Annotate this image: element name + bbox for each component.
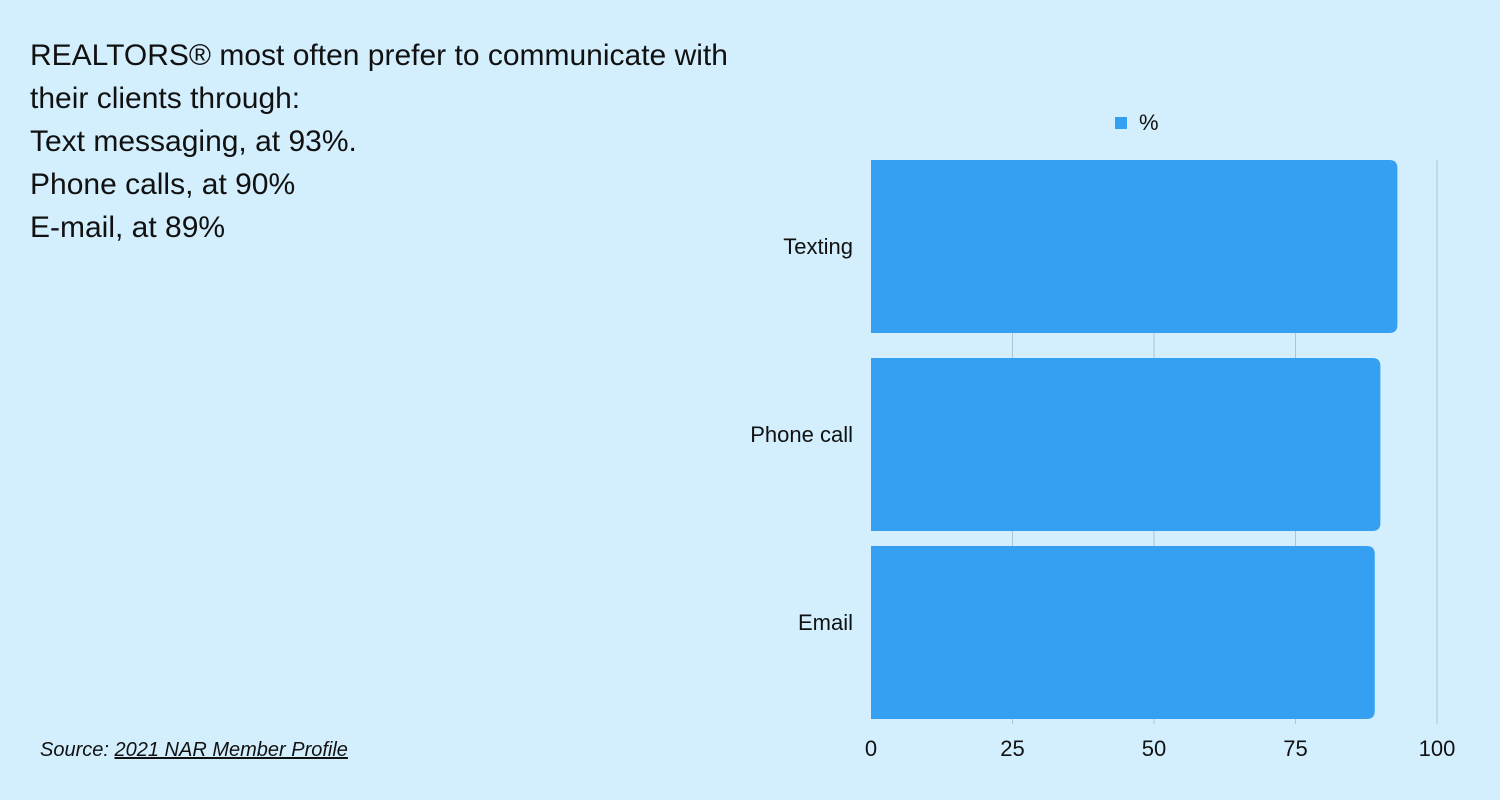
bar xyxy=(871,160,1398,333)
y-tick-label: Texting xyxy=(783,234,853,259)
headline: REALTORS® most often prefer to communica… xyxy=(30,34,728,249)
x-tick-label: 100 xyxy=(1419,736,1456,761)
y-tick-label: Phone call xyxy=(750,422,853,447)
bar xyxy=(871,546,1375,719)
source-prefix: Source: xyxy=(40,739,109,761)
headline-line: REALTORS® most often prefer to communica… xyxy=(30,39,728,72)
headline-line: Text messaging, at 93%. xyxy=(30,125,357,158)
legend-label: % xyxy=(1139,110,1159,135)
headline-line: E-mail, at 89% xyxy=(30,211,226,244)
legend-swatch xyxy=(1115,117,1127,129)
headline-line: their clients through: xyxy=(30,82,301,115)
source: Source: 2021 NAR Member Profile xyxy=(40,739,348,762)
x-tick-label: 50 xyxy=(1142,736,1166,761)
x-tick-label: 0 xyxy=(865,736,877,761)
x-tick-label: 75 xyxy=(1283,736,1307,761)
bar xyxy=(871,358,1381,531)
source-link[interactable]: 2021 NAR Member Profile xyxy=(114,739,348,761)
x-tick-label: 25 xyxy=(1000,736,1024,761)
headline-line: Phone calls, at 90% xyxy=(30,168,296,201)
y-tick-label: Email xyxy=(798,610,853,635)
